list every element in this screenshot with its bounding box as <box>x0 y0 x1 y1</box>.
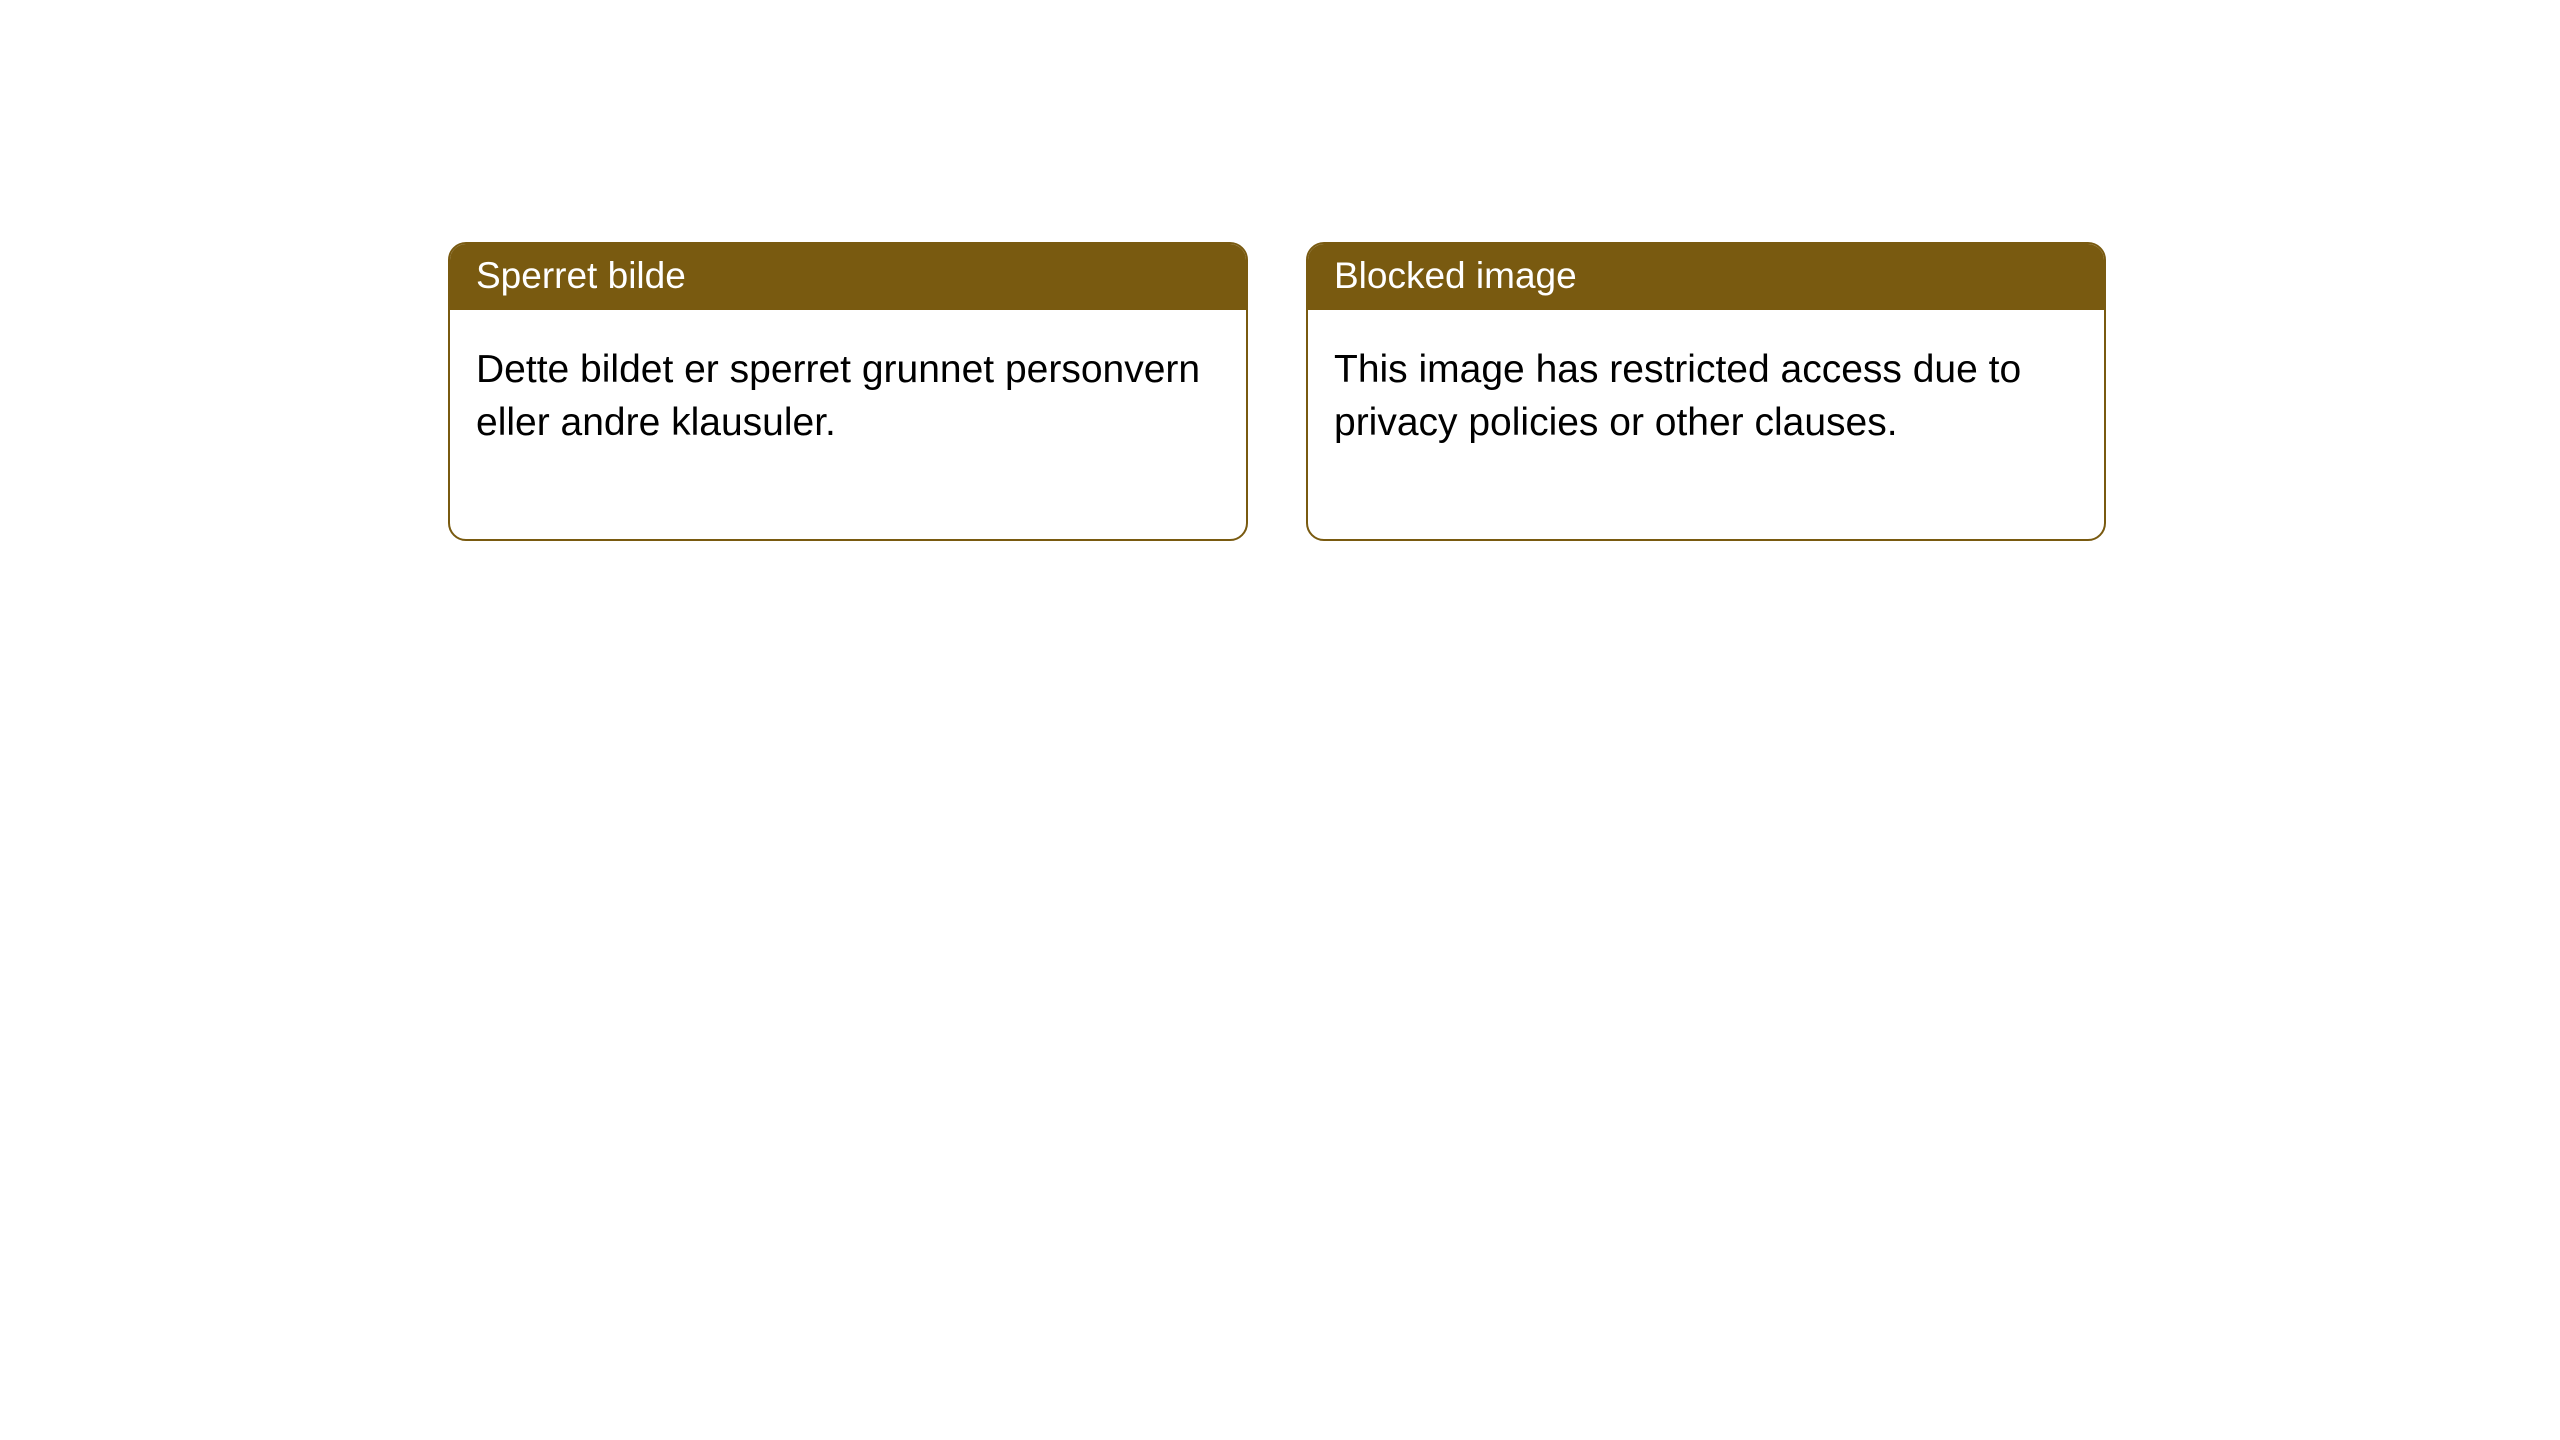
notice-card-title: Sperret bilde <box>450 244 1246 310</box>
notice-card-body: This image has restricted access due to … <box>1308 310 2104 539</box>
notice-card-body: Dette bildet er sperret grunnet personve… <box>450 310 1246 539</box>
notice-container: Sperret bilde Dette bildet er sperret gr… <box>0 0 2560 541</box>
notice-card-english: Blocked image This image has restricted … <box>1306 242 2106 541</box>
notice-card-title: Blocked image <box>1308 244 2104 310</box>
notice-card-norwegian: Sperret bilde Dette bildet er sperret gr… <box>448 242 1248 541</box>
